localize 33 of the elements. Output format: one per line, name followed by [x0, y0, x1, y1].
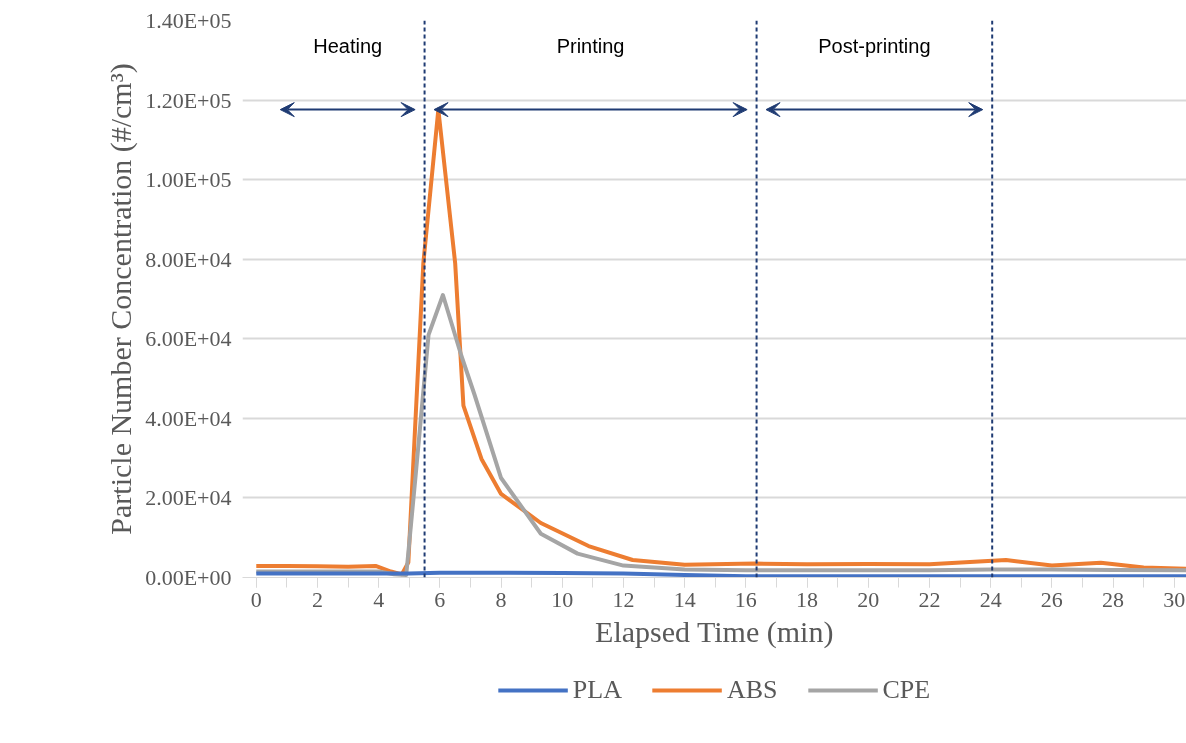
x-tick-label: 10 — [551, 586, 574, 612]
x-tick-label: 16 — [734, 586, 757, 612]
legend-label: PLA — [572, 675, 622, 705]
x-tick-label: 4 — [373, 586, 385, 612]
x-tick-label: 20 — [857, 586, 880, 612]
x-axis-title: Elapsed Time (min) — [595, 614, 834, 649]
x-tick-label: 22 — [918, 586, 941, 612]
y-tick-label: 4.00E+04 — [145, 405, 232, 431]
y-tick-label: 6.00E+04 — [145, 326, 232, 352]
x-tick-label: 18 — [796, 586, 819, 612]
x-tick-label: 28 — [1102, 586, 1125, 612]
x-tick-label: 2 — [311, 586, 323, 612]
x-tick-label: 14 — [673, 586, 696, 612]
legend-label: ABS — [726, 675, 778, 705]
x-tick-label: 26 — [1040, 586, 1063, 612]
line-series — [254, 293, 1186, 578]
y-tick-label: 1.40E+05 — [145, 8, 232, 33]
y-tick-label: 0.00E+00 — [145, 565, 232, 590]
y-tick-label: 2.00E+04 — [145, 485, 232, 511]
x-tick-label: 6 — [434, 586, 446, 612]
y-tick-label: 8.00E+04 — [145, 246, 232, 272]
y-axis-title: Particle Number Concentration (#/cm³) — [104, 63, 139, 535]
y-tick-label: 1.20E+05 — [145, 87, 232, 113]
x-tick-label: 0 — [250, 586, 262, 612]
x-tick-label: 12 — [612, 586, 635, 612]
annotation: Post-printing — [818, 34, 931, 57]
annotation: Heating — [313, 34, 383, 57]
y-tick-label: 1.00E+05 — [145, 167, 232, 193]
x-tick-label: 8 — [495, 586, 507, 612]
annotation: Printing — [556, 34, 625, 57]
legend-label: CPE — [882, 675, 931, 705]
x-tick-label: 30 — [1163, 586, 1186, 612]
x-tick-label: 24 — [979, 586, 1002, 612]
